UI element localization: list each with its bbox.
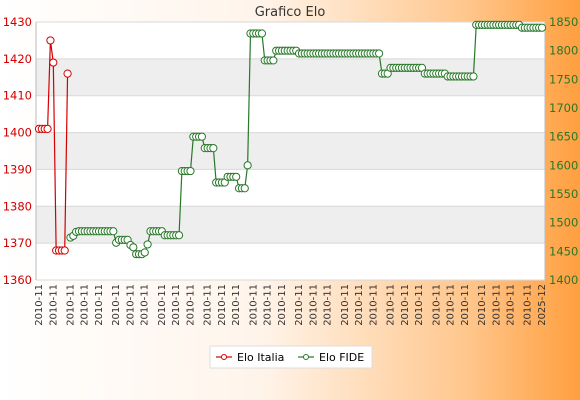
- x-tick-label: 2010-11: [506, 284, 517, 326]
- data-point: [469, 72, 478, 81]
- data-point: [374, 49, 384, 58]
- x-tick-label: 2010-11: [231, 284, 242, 326]
- right-tick-label: 1650: [549, 130, 578, 144]
- data-point: [174, 231, 184, 240]
- data-point: [143, 240, 152, 249]
- right-tick-label: 1850: [549, 15, 578, 29]
- x-tick-label: 2010-11: [431, 284, 442, 326]
- x-tick-label: 2010-11: [308, 284, 319, 326]
- chart-title: Grafico Elo: [255, 5, 326, 20]
- legend-swatch-marker: [303, 354, 309, 360]
- series-layer: [34, 20, 547, 259]
- left-tick-label: 1390: [3, 162, 32, 176]
- right-tick-label: 1450: [549, 244, 578, 258]
- data-point: [43, 124, 52, 133]
- x-tick-label: 2010-11: [477, 284, 488, 326]
- x-tick-label: 2010-11: [400, 284, 411, 326]
- x-tick-label: 2010-11: [125, 284, 136, 326]
- legend-swatch-marker: [221, 354, 227, 360]
- data-point: [46, 36, 55, 45]
- data-point: [243, 161, 252, 170]
- left-tick-label: 1360: [3, 273, 32, 287]
- x-tick-label: 2025-12: [537, 284, 548, 326]
- left-axis-ticks: 1360 1370 1380 1390 1400 1410 1420 1430: [3, 15, 32, 287]
- x-tick-label: 2010-11: [446, 284, 457, 326]
- x-tick-label: 2010-11: [185, 284, 196, 326]
- data-point: [60, 246, 69, 255]
- x-tick-label: 2010-11: [263, 284, 274, 326]
- x-tick-label: 2010-11: [171, 284, 182, 326]
- data-point: [129, 243, 138, 252]
- x-tick-label: 2010-11: [368, 284, 379, 326]
- left-tick-label: 1430: [3, 15, 32, 29]
- right-tick-label: 1400: [549, 273, 578, 287]
- x-tick-label: 2010-11: [460, 284, 471, 326]
- x-tick-label: 2010-11: [157, 284, 168, 326]
- x-tick-label: 2010-11: [340, 284, 351, 326]
- legend-label: Elo Italia: [237, 351, 284, 364]
- legend: Elo Italia Elo FIDE: [209, 345, 373, 369]
- data-point: [140, 248, 149, 257]
- left-tick-label: 1400: [3, 126, 32, 140]
- data-point: [49, 58, 58, 67]
- x-tick-label: 2010-11: [217, 284, 228, 326]
- legend-box: [209, 345, 373, 369]
- right-tick-label: 1750: [549, 72, 578, 86]
- data-point: [109, 227, 118, 236]
- x-axis-ticks: 2010-11 2010-11 2010-11 2010-11 2010-11 2010-…: [34, 284, 548, 326]
- left-tick-label: 1370: [3, 236, 32, 250]
- data-point: [197, 132, 207, 141]
- left-tick-label: 1410: [3, 89, 32, 103]
- x-tick-label: 2010-11: [386, 284, 397, 326]
- x-tick-label: 2010-11: [354, 284, 365, 326]
- grid-band: [36, 206, 545, 244]
- data-point: [63, 69, 72, 78]
- data-point: [209, 144, 218, 153]
- x-tick-label: 2010-11: [94, 284, 105, 326]
- x-tick-label: 2010-11: [48, 284, 59, 326]
- right-tick-label: 1800: [549, 44, 578, 58]
- right-tick-label: 1700: [549, 101, 578, 115]
- x-tick-label: 2010-11: [294, 284, 305, 326]
- x-tick-label: 2010-11: [248, 284, 259, 326]
- data-point: [257, 29, 267, 38]
- x-tick-label: 2010-11: [111, 284, 122, 326]
- x-tick-label: 2010-11: [34, 284, 45, 326]
- legend-label: Elo FIDE: [319, 351, 364, 364]
- x-tick-label: 2010-11: [323, 284, 334, 326]
- x-tick-label: 2010-11: [414, 284, 425, 326]
- right-tick-label: 1600: [549, 158, 578, 172]
- left-tick-label: 1420: [3, 52, 32, 66]
- left-tick-label: 1380: [3, 199, 32, 213]
- data-point: [186, 166, 195, 176]
- data-point: [232, 172, 241, 181]
- right-axis-ticks: 1400 1450 1500 1550 1600 1650 1700 1750 1800 1850: [549, 15, 578, 287]
- x-tick-label: 2010-11: [523, 284, 534, 326]
- x-tick-label: 2010-11: [80, 284, 91, 326]
- right-tick-label: 1550: [549, 187, 578, 201]
- data-point: [537, 23, 547, 32]
- x-tick-label: 2010-11: [277, 284, 288, 326]
- grid-band: [36, 132, 545, 170]
- x-tick-label: 2010-11: [65, 284, 76, 326]
- data-point: [240, 184, 249, 193]
- right-tick-label: 1500: [549, 216, 578, 230]
- data-point: [269, 56, 278, 65]
- x-tick-label: 2010-11: [491, 284, 502, 326]
- x-tick-label: 2010-11: [140, 284, 151, 326]
- x-tick-label: 2010-11: [203, 284, 214, 326]
